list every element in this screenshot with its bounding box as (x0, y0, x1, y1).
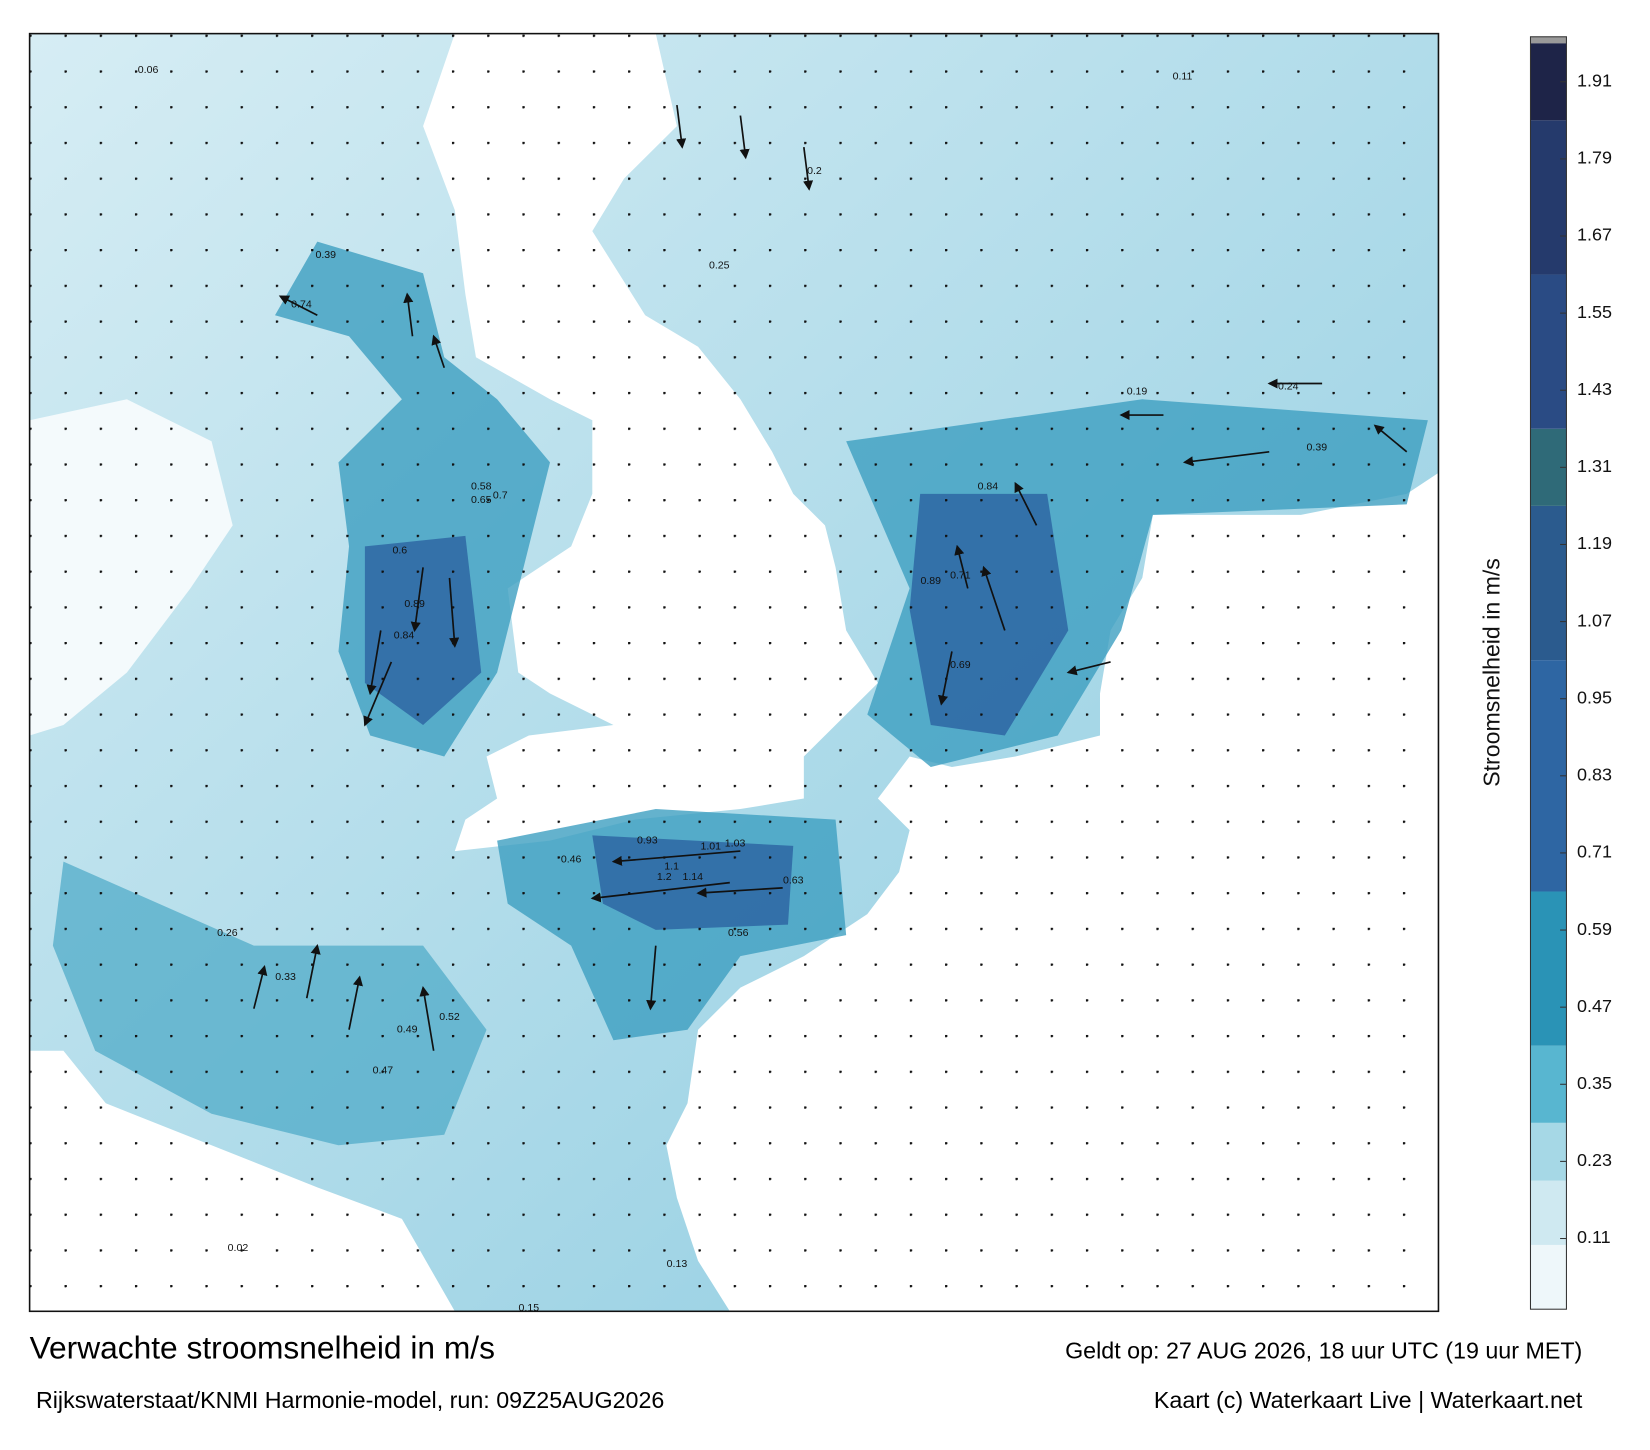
current-arrow (590, 881, 730, 903)
map: 0.74 0.84 0.89 0.93 1.01 1.03 1.14 1.21.1 0.71 0.… (28, 32, 1440, 1314)
speed-label: 0.13 (667, 1258, 688, 1270)
current-arrow (253, 965, 268, 1009)
credit: Kaart (c) Waterkaart Live | Waterkaart.n… (1154, 1387, 1583, 1413)
speed-label: 0.52 (439, 1011, 460, 1023)
speed-label: 0.2 (807, 165, 822, 177)
speed-label: 0.74 (291, 299, 312, 311)
current-arrow (431, 334, 446, 369)
current-arrow (739, 115, 750, 160)
speed-label: 1.01 (700, 841, 721, 853)
current-arrow (646, 945, 657, 1011)
colorbar-label: Stroomsnelheid in m/s (1479, 558, 1505, 787)
speed-label: 0.93 (637, 834, 658, 846)
colorbar-tick-label: 1.91 (1577, 71, 1612, 91)
speed-label: 0.24 (1278, 380, 1299, 392)
current-arrow (1373, 424, 1408, 453)
current-arrow (278, 295, 318, 316)
speed-label: 0.19 (1127, 386, 1148, 398)
current-arrow (954, 544, 969, 589)
current-arrow (363, 661, 393, 727)
colorbar-tick-label: 1.31 (1577, 456, 1612, 476)
colorbar-band (1530, 1180, 1567, 1245)
current-arrow (981, 565, 1006, 631)
speed-label: 0.47 (373, 1064, 394, 1076)
current-arrows (253, 104, 1408, 1051)
current-arrow (1014, 481, 1038, 526)
speed-label: 0.89 (404, 598, 425, 610)
colorbar-tick-label: 1.43 (1577, 379, 1612, 399)
colorbar-band (1530, 274, 1567, 429)
speed-label: 0.7 (493, 490, 508, 502)
colorbar-tick-label: 1.79 (1577, 148, 1612, 168)
map-labels: 0.74 0.84 0.89 0.93 1.01 1.03 1.14 1.21.1 0.71 0.… (138, 64, 1327, 1314)
current-arrow (1066, 661, 1111, 676)
speed-label: 0.63 (783, 874, 804, 886)
speed-label: 1.1 (664, 861, 679, 873)
speed-label: 0.69 (950, 659, 971, 671)
colorbar-tick-label: 1.07 (1577, 610, 1612, 630)
colorbar-tick-label: 0.83 (1577, 765, 1612, 785)
current-arrow (696, 887, 783, 898)
current-arrow (611, 850, 741, 866)
colorbar-band (1530, 120, 1567, 275)
colorbar-tick-label: 0.23 (1577, 1150, 1612, 1170)
current-arrow (676, 104, 687, 149)
colorbar-tick-label: 0.59 (1577, 919, 1612, 939)
current-arrow (448, 577, 460, 648)
speed-label: 0.84 (978, 480, 999, 492)
colorbar-band (1530, 36, 1567, 44)
subtitle: Rijkswaterstaat/KNMI Harmonie-model, run… (36, 1387, 664, 1413)
speed-label: 1.14 (683, 871, 704, 883)
speed-label: 1.03 (725, 838, 746, 850)
current-arrow (305, 944, 321, 999)
colorbar-tick-label: 1.55 (1577, 302, 1612, 322)
speed-label: 0.58 (471, 480, 492, 492)
colorbar-tick-label: 0.71 (1577, 842, 1612, 862)
speed-label: 0.39 (315, 249, 336, 261)
colorbar-tick-label: 0.47 (1577, 996, 1612, 1016)
speed-label: 1.2 (657, 871, 672, 883)
current-arrow (938, 651, 953, 706)
vector-grid (29, 33, 1439, 1312)
speed-label: 0.65 (471, 494, 492, 506)
colorbar-tick-label: 1.67 (1577, 225, 1612, 245)
speed-label: 0.25 (709, 260, 730, 272)
speed-label: 0.15 (519, 1302, 540, 1314)
title: Verwachte stroomsnelheid in m/s (30, 1330, 495, 1366)
colorbar-tick-label: 1.19 (1577, 533, 1612, 553)
current-arrow (366, 630, 382, 696)
speed-label: 0.71 (950, 570, 971, 582)
valid-time: Geldt op: 27 AUG 2026, 18 uur UTC (19 uu… (1065, 1337, 1582, 1363)
speed-label: 0.02 (228, 1242, 249, 1254)
current-arrow (419, 986, 435, 1051)
colorbar-frame (1529, 36, 1567, 1310)
current-arrow (403, 292, 414, 337)
speed-label: 0.89 (920, 575, 941, 587)
current-arrow (348, 975, 363, 1030)
speed-label: 0.11 (1173, 71, 1193, 83)
current-arrow (803, 146, 814, 191)
colorbar-band (1530, 1244, 1567, 1310)
speed-label: 0.39 (1307, 441, 1328, 453)
colorbar-band (1530, 505, 1567, 661)
speed-label: 0.49 (397, 1024, 418, 1036)
colorbar-band (1530, 1122, 1567, 1181)
current-arrow (410, 567, 424, 633)
speed-label: 0.46 (561, 853, 582, 865)
speed-label: 0.6 (392, 544, 407, 556)
speed-label: 0.33 (275, 971, 296, 983)
speed-label: 0.56 (728, 927, 749, 939)
colorbar-tick-label: 0.95 (1577, 687, 1612, 707)
colorbar: 0.11 0.23 0.35 0.47 0.59 0.71 0.83 0.95 1.07 1.19… (1529, 36, 1612, 1310)
colorbar-tick-label: 0.11 (1577, 1227, 1611, 1247)
colorbar-tick-label: 0.35 (1577, 1073, 1612, 1093)
map-frame (28, 32, 1440, 1313)
colorbar-band (1530, 891, 1567, 1046)
speed-label: 0.84 (394, 629, 415, 641)
speed-label: 0.26 (217, 927, 238, 939)
speed-label: 0.06 (138, 64, 159, 76)
current-arrow (1182, 450, 1270, 467)
